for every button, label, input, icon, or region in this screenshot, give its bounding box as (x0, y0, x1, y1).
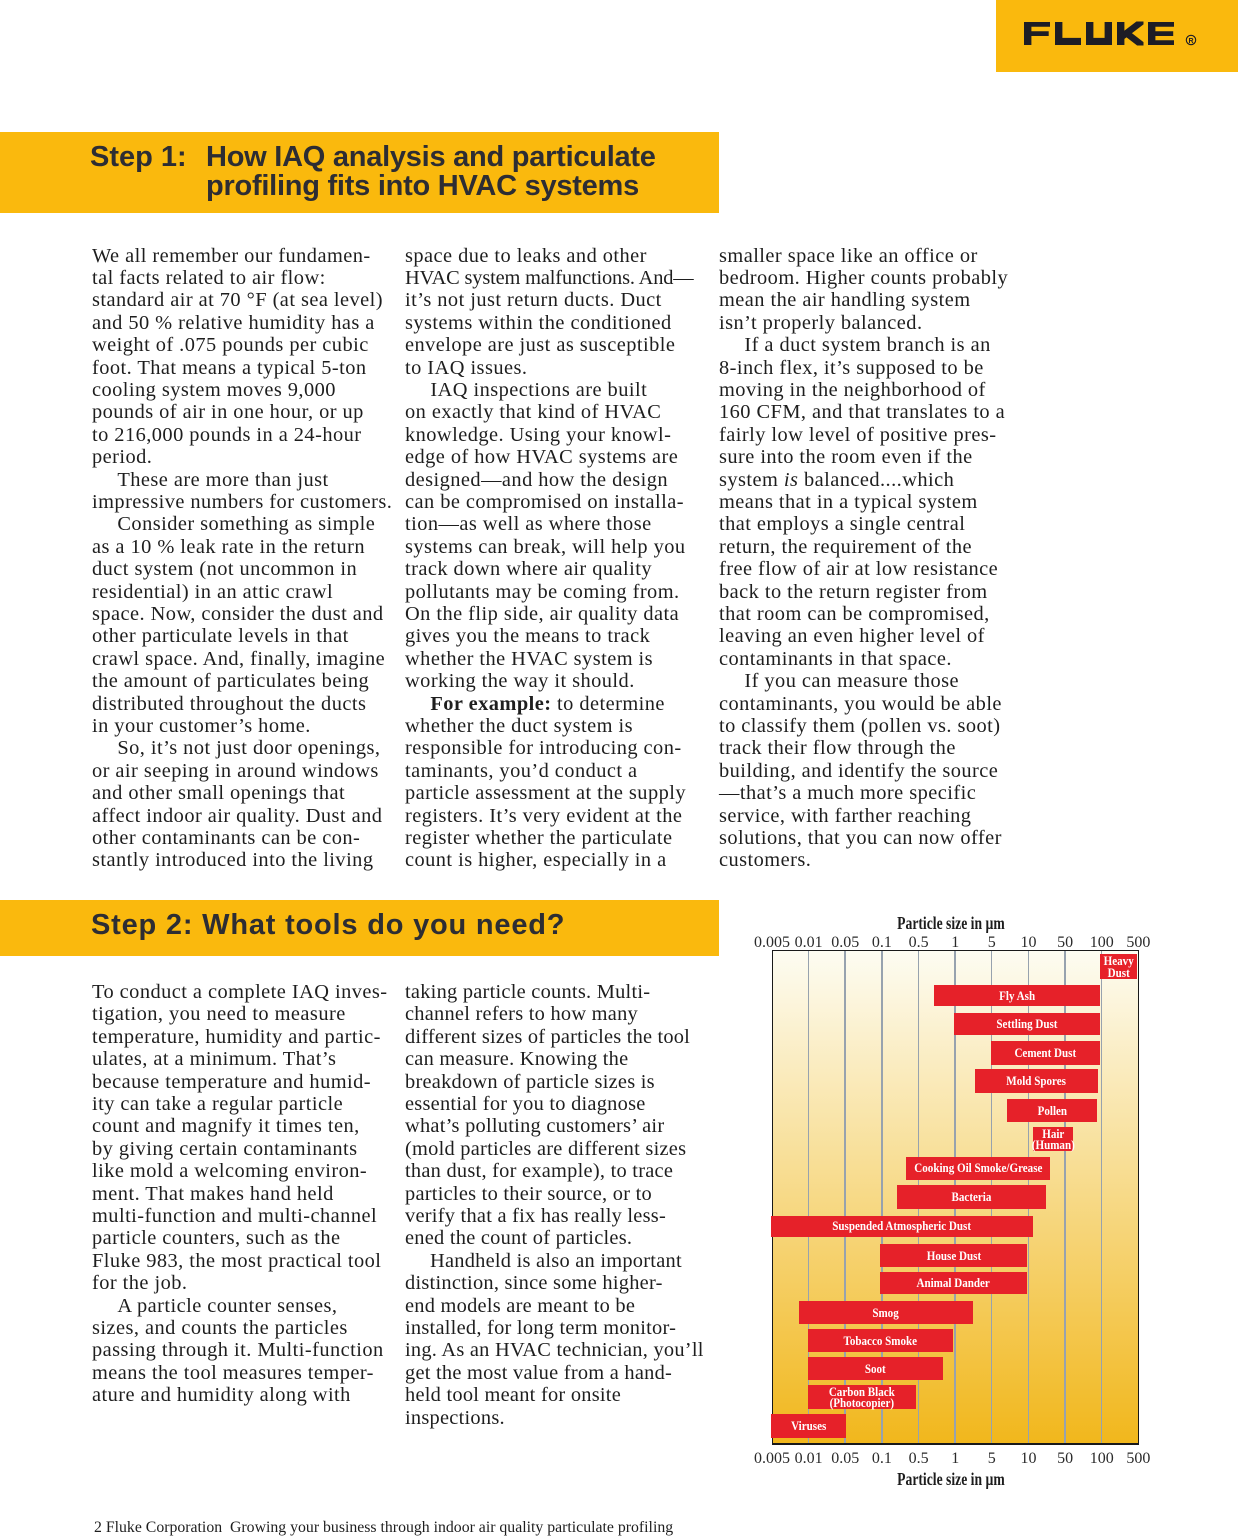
svg-text:R: R (1188, 38, 1193, 45)
